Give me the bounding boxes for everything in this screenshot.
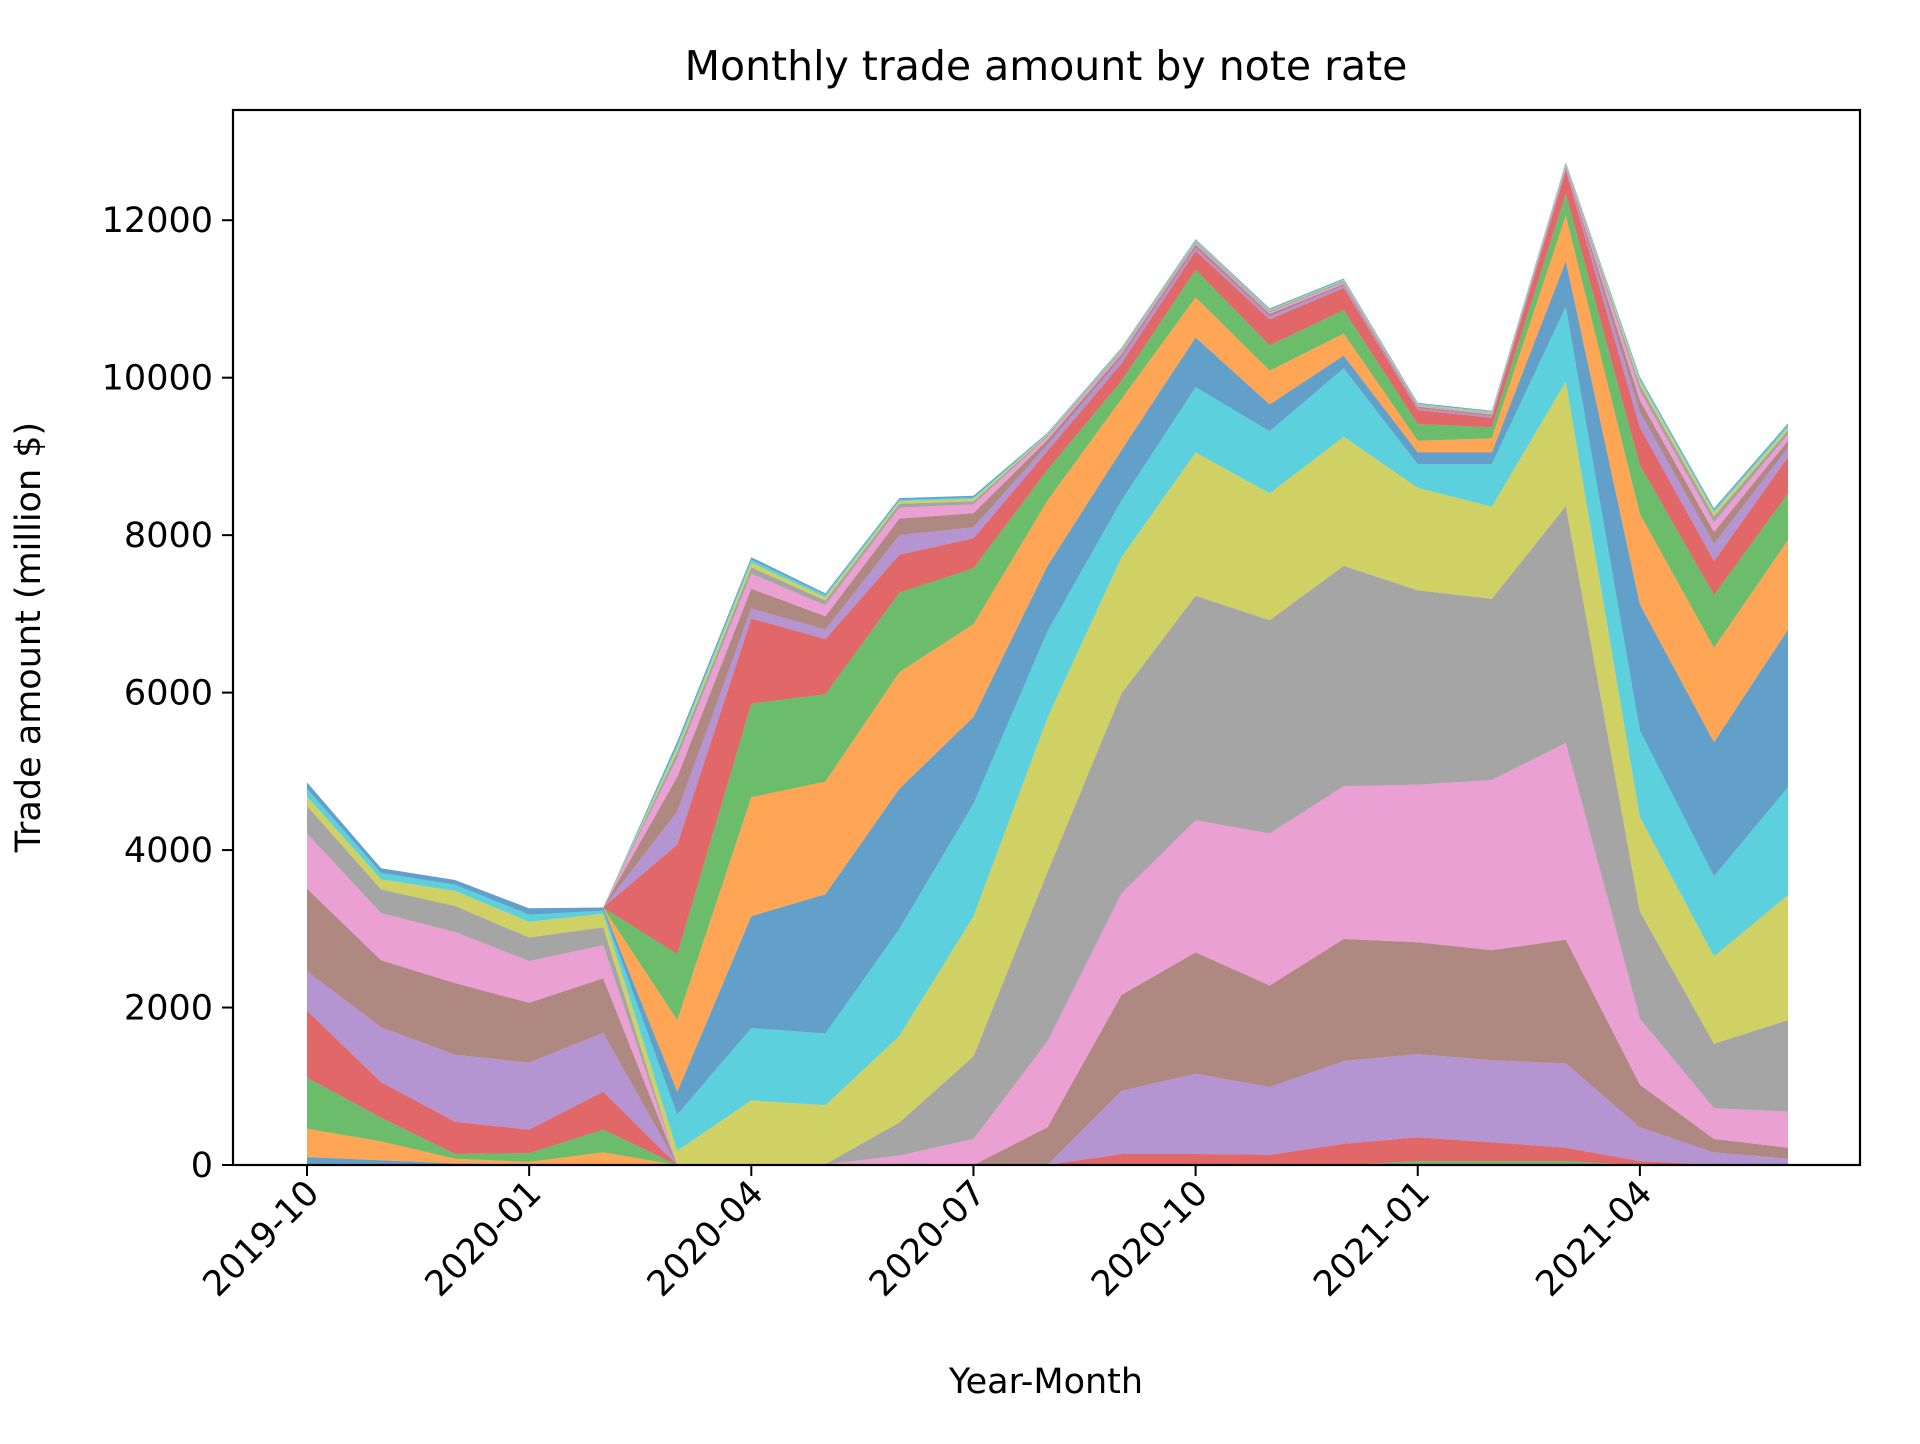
area-series-5 bbox=[307, 971, 1788, 1165]
y-tick-label: 4000 bbox=[124, 831, 213, 871]
area-series-3 bbox=[307, 1077, 1788, 1165]
y-axis: 0 2000 4000 6000 8000 10000 12000 bbox=[102, 201, 233, 1186]
y-axis-label: Trade amount (million $) bbox=[9, 422, 49, 853]
y-tick-label: 6000 bbox=[124, 674, 213, 714]
plot-frame bbox=[231, 108, 1862, 1167]
chart-title: Monthly trade amount by note rate bbox=[685, 42, 1408, 90]
x-axis-label: Year-Month bbox=[948, 1362, 1143, 1402]
area-series-9 bbox=[307, 381, 1788, 1166]
y-tick-label: 0 bbox=[191, 1146, 213, 1186]
area-series-2 bbox=[307, 1128, 1788, 1165]
area-series-7 bbox=[307, 743, 1788, 1165]
area-series-4 bbox=[307, 1010, 1788, 1165]
y-tick-label: 8000 bbox=[124, 516, 213, 556]
areas-layer bbox=[307, 162, 1788, 1166]
area-series-8 bbox=[307, 506, 1788, 1165]
area-series-6 bbox=[307, 888, 1788, 1165]
y-tick-label: 2000 bbox=[124, 989, 213, 1029]
y-tick-label: 12000 bbox=[102, 201, 213, 241]
y-tick-label: 10000 bbox=[102, 359, 213, 399]
